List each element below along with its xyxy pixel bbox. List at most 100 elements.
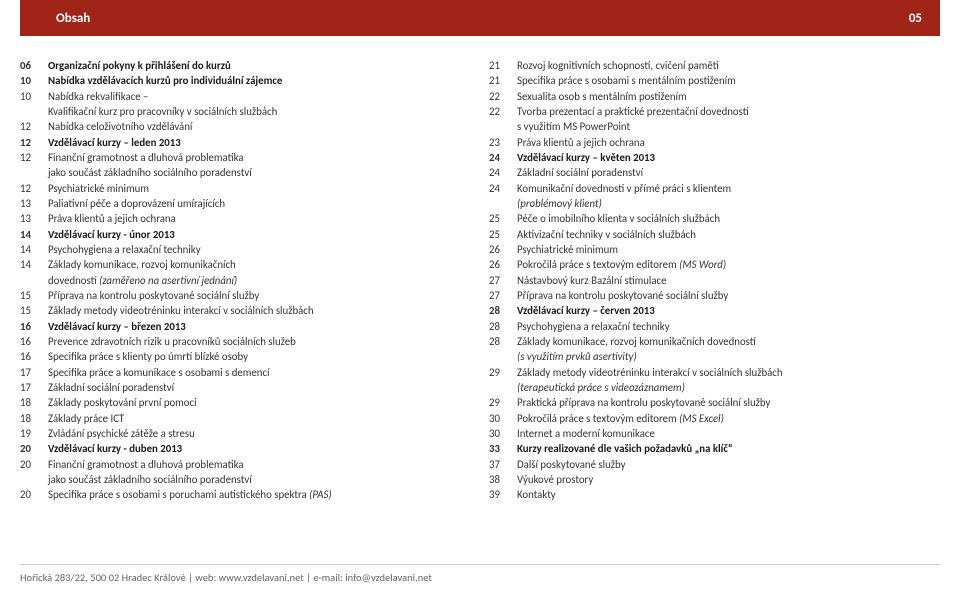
toc-page-number: 25 (489, 211, 507, 226)
toc-entry-text: Tvorba prezentací a praktické prezentačn… (517, 104, 940, 119)
toc-page-number: 38 (489, 472, 507, 487)
toc-page-number: 28 (489, 303, 507, 318)
toc-entry: 37Další poskytované služby (489, 457, 940, 472)
toc-page-number: 23 (489, 135, 507, 150)
toc-entry: 28 Psychohygiena a relaxační techniky (489, 319, 940, 334)
toc-entry: 29Základy metody videotréninku interakcí… (489, 365, 940, 380)
toc-columns: 06Organizační pokyny k přihlášení do kur… (0, 36, 960, 503)
toc-entry: 12Nabídka celoživotního vzdělávání (20, 119, 471, 134)
toc-page-number: 22 (489, 104, 507, 119)
toc-entry-text: Pokročilá práce s textovým editorem (MS … (517, 257, 940, 272)
toc-entry: 14Psychohygiena a relaxační techniky (20, 242, 471, 257)
toc-entry: s využitím MS PowerPoint (489, 119, 940, 134)
toc-page-number: 27 (489, 288, 507, 303)
toc-page-number: 29 (489, 395, 507, 410)
toc-page-number: 19 (20, 426, 38, 441)
toc-entry: 12 Psychiatrické minimum (20, 181, 471, 196)
toc-entry-text: Paliativní péče a doprovázení umírajícíc… (48, 196, 471, 211)
page-header: Obsah 05 (20, 0, 940, 36)
toc-entry: 06Organizační pokyny k přihlášení do kur… (20, 58, 471, 73)
toc-entry-text: Komunikační dovednosti v přímé práci s k… (517, 181, 940, 196)
toc-entry: 30Internet a moderní komunikace (489, 426, 940, 441)
toc-entry: 28Vzdělávací kurzy – červen 2013 (489, 303, 940, 318)
footer-email: info@vzdelavani.net (345, 571, 432, 584)
toc-entry-text: Specifika práce a komunikace s osobami s… (48, 365, 471, 380)
toc-page-number: 26 (489, 242, 507, 257)
toc-page-number: 21 (489, 58, 507, 73)
toc-entry-text: Specifika práce s klienty po úmrtí blízk… (48, 349, 471, 364)
toc-entry-text: Základy metody videotréninku interakcí v… (517, 365, 940, 380)
toc-entry-text: Praktická příprava na kontrolu poskytova… (517, 395, 940, 410)
toc-entry: jako součást základního sociálního porad… (20, 165, 471, 180)
toc-entry: jako součást základního sociálního porad… (20, 472, 471, 487)
header-page-number: 05 (909, 11, 922, 26)
toc-page-number: 10 (20, 89, 38, 104)
toc-page-number: 15 (20, 288, 38, 303)
toc-entry: 16Specifika práce s klienty po úmrtí blí… (20, 349, 471, 364)
toc-entry: 27Příprava na kontrolu poskytované sociá… (489, 288, 940, 303)
toc-entry: 16Prevence zdravotních rizik u pracovník… (20, 334, 471, 349)
toc-entry-text: Základy komunikace, rozvoj komunikačních… (517, 334, 940, 349)
toc-entry-text: Další poskytované služby (517, 457, 940, 472)
toc-entry-text: Nabídka rekvalifikace – (48, 89, 471, 104)
toc-entry: 13Práva klientů a jejich ochrana (20, 211, 471, 226)
footer-sep: | (186, 571, 196, 584)
toc-entry-text: Prevence zdravotních rizik u pracovníků … (48, 334, 471, 349)
toc-page-number: 16 (20, 319, 38, 334)
toc-entry-text: Péče o imobilního klienta v sociálních s… (517, 211, 940, 226)
toc-entry: (problémový klient) (489, 196, 940, 211)
toc-page-number: 20 (20, 457, 38, 472)
toc-entry-text: Nástavbový kurz Bazální stimulace (517, 273, 940, 288)
toc-entry: 14Základy komunikace, rozvoj komunikační… (20, 257, 471, 272)
toc-page-number: 18 (20, 411, 38, 426)
toc-page-number: 20 (20, 441, 38, 456)
toc-entry: (s využitím prvků asertivity) (489, 349, 940, 364)
toc-entry: 24Komunikační dovednosti v přímé práci s… (489, 181, 940, 196)
toc-entry-text: Psychohygiena a relaxační techniky (517, 319, 940, 334)
toc-page-number: 27 (489, 273, 507, 288)
toc-page-number: 25 (489, 227, 507, 242)
toc-entry-text: Vzdělávací kurzy - únor 2013 (48, 227, 471, 242)
toc-entry-text: Základy práce ICT (48, 411, 471, 426)
toc-page-number: 12 (20, 181, 38, 196)
toc-page-number: 14 (20, 257, 38, 272)
toc-entry: 21Rozvoj kognitivních schopností, cvičen… (489, 58, 940, 73)
toc-entry: 10Nabídka vzdělávacích kurzů pro individ… (20, 73, 471, 88)
toc-entry: 12Vzdělávací kurzy – leden 2013 (20, 135, 471, 150)
toc-entry: 13 Paliativní péče a doprovázení umírajíc… (20, 196, 471, 211)
toc-entry-text: Psychiatrické minimum (517, 242, 940, 257)
toc-entry-text: Výukové prostory (517, 472, 940, 487)
toc-entry-text: Psychohygiena a relaxační techniky (48, 242, 471, 257)
toc-entry-text: Základní sociální poradenství (517, 165, 940, 180)
toc-entry: 24Vzdělávací kurzy – květen 2013 (489, 150, 940, 165)
toc-entry: 26Pokročilá práce s textovým editorem (M… (489, 257, 940, 272)
toc-entry-text: Zvládání psychické zátěže a stresu (48, 426, 471, 441)
toc-page-number: 33 (489, 441, 507, 456)
toc-page-number: 30 (489, 426, 507, 441)
toc-entry: 28Základy komunikace, rozvoj komunikační… (489, 334, 940, 349)
toc-entry-text: Psychiatrické minimum (48, 181, 471, 196)
toc-page-number: 21 (489, 73, 507, 88)
toc-page-number: 17 (20, 380, 38, 395)
toc-page-number: 13 (20, 196, 38, 211)
toc-page-number: 28 (489, 319, 507, 334)
toc-entry-text: Specifika práce s osobami s poruchami au… (48, 487, 471, 502)
toc-entry-text: Kontakty (517, 487, 940, 502)
toc-entry-text: Příprava na kontrolu poskytované sociáln… (48, 288, 471, 303)
toc-entry-text: Organizační pokyny k přihlášení do kurzů (48, 58, 471, 73)
toc-entry: 16Vzdělávací kurzy – březen 2013 (20, 319, 471, 334)
toc-entry: 20 Finanční gramotnost a dluhová problema… (20, 457, 471, 472)
toc-page-number: 12 (20, 119, 38, 134)
toc-column-right: 21Rozvoj kognitivních schopností, cvičen… (489, 58, 940, 503)
toc-entry: 20Vzdělávací kurzy - duben 2013 (20, 441, 471, 456)
toc-entry: 29 Praktická příprava na kontrolu poskyto… (489, 395, 940, 410)
toc-page-number: 14 (20, 227, 38, 242)
toc-entry-text: Práva klientů a jejich ochrana (517, 135, 940, 150)
toc-page-number: 13 (20, 211, 38, 226)
footer-web: www.vzdelavani.net (219, 571, 304, 584)
toc-entry-text: Finanční gramotnost a dluhová problemati… (48, 150, 471, 165)
toc-page-number: 24 (489, 150, 507, 165)
toc-entry-text: Finanční gramotnost a dluhová problemati… (48, 457, 471, 472)
toc-entry-text: Specifika práce s osobami s mentálním po… (517, 73, 940, 88)
toc-entry: 12Finanční gramotnost a dluhová problema… (20, 150, 471, 165)
